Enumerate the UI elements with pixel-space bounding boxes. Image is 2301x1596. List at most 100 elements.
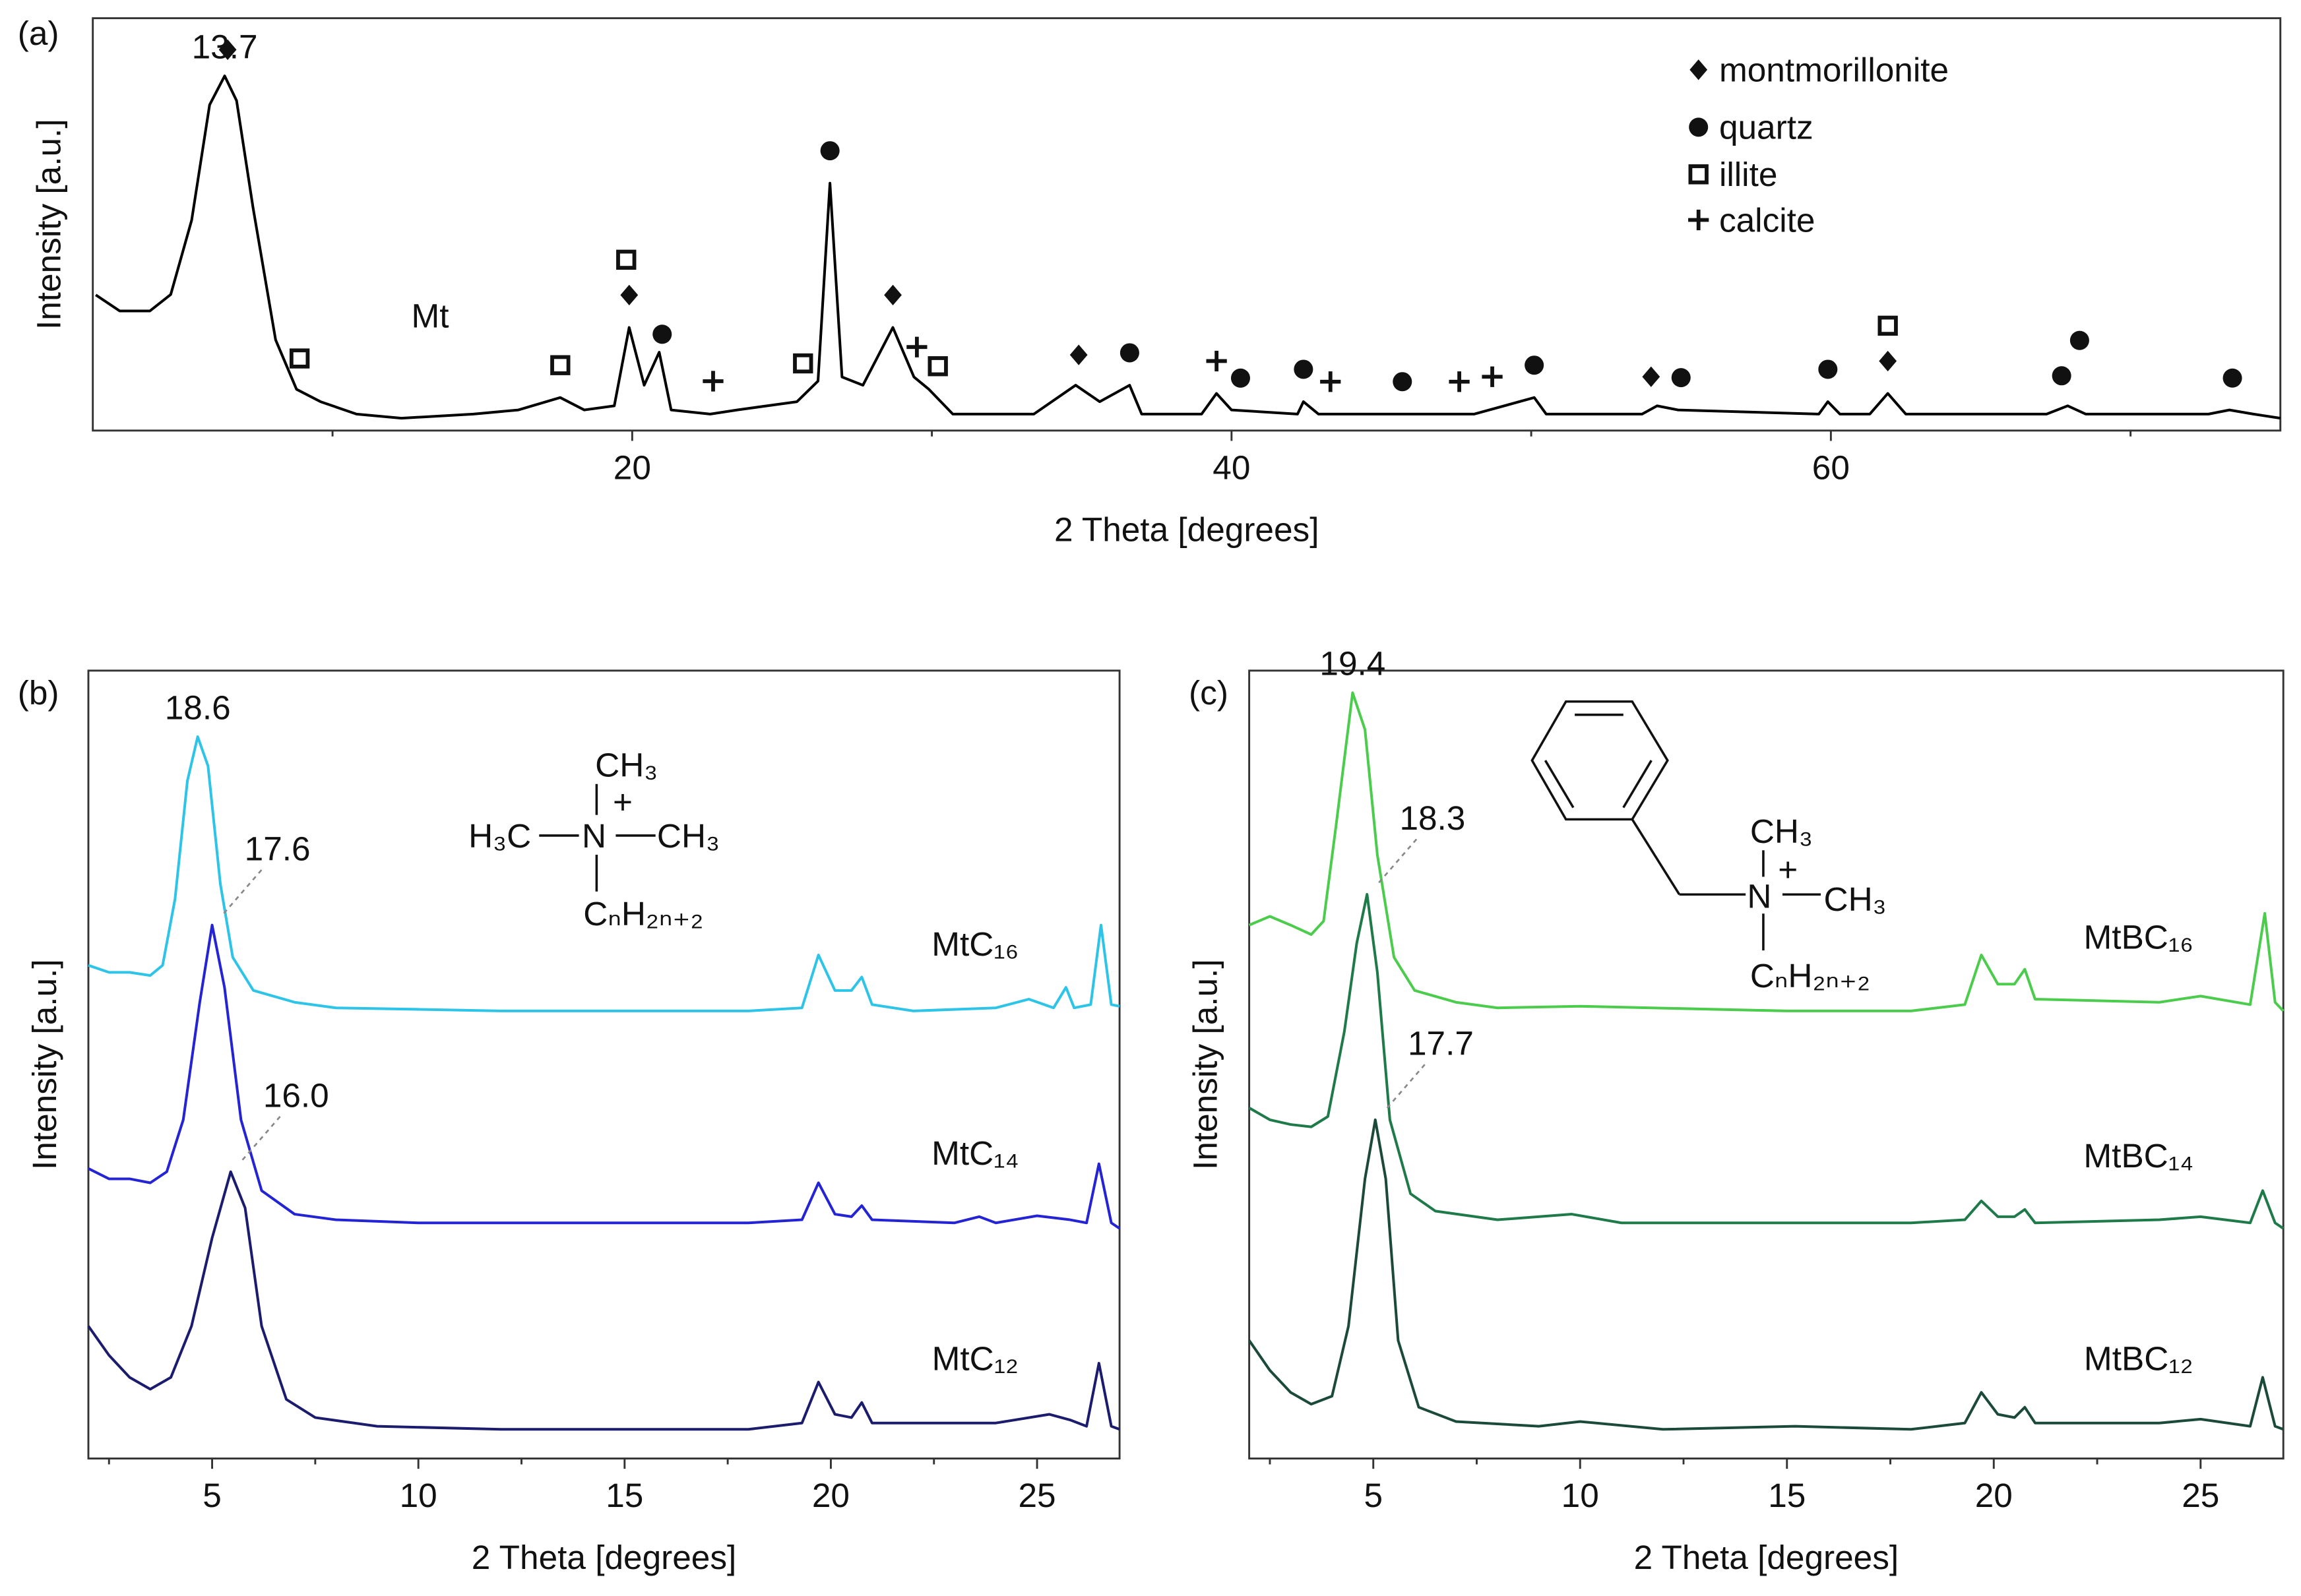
peak-leader — [223, 868, 263, 914]
phase-marker — [1320, 371, 1341, 392]
peak-leader — [1378, 838, 1418, 884]
peak-label: 16.0 — [263, 1076, 329, 1114]
x-tick-label: 60 — [1812, 449, 1850, 487]
series-label: MtC₁₂ — [932, 1339, 1019, 1377]
phase-marker — [1449, 371, 1470, 392]
y-axis-label: Intensity [a.u.] — [1186, 959, 1224, 1170]
structure-label: CₙH₂ₙ₊₂ — [583, 895, 703, 933]
structure-label: CₙH₂ₙ₊₂ — [1750, 957, 1870, 995]
series-label: MtC₁₆ — [931, 925, 1019, 963]
structure-label: CH₃ — [1750, 813, 1813, 850]
structure-label: + — [613, 783, 633, 820]
series-label: MtBC₁₂ — [2084, 1339, 2193, 1377]
legend-label: calcite — [1719, 201, 1815, 239]
phase-marker — [289, 348, 310, 369]
panel: (b) 5 10 15 20 25 2 Theta [degrees] Intensity [… — [18, 669, 1121, 1576]
pattern-line — [87, 1170, 1120, 1431]
x-axis-label: 2 Theta [degrees] — [472, 1539, 737, 1576]
structure-label: CH₃ — [595, 747, 658, 784]
phase-marker — [1393, 372, 1412, 392]
x-tick-label: 40 — [1213, 449, 1250, 487]
x-tick-label: 10 — [400, 1477, 437, 1514]
structure-label: CH₃ — [1823, 880, 1886, 918]
phase-marker — [620, 284, 639, 306]
panel-letter: (b) — [18, 674, 59, 712]
y-axis-label: Intensity [a.u.] — [30, 119, 68, 330]
phase-marker — [1642, 366, 1660, 387]
phase-marker — [1294, 359, 1313, 379]
panel-letter: (c) — [1189, 674, 1228, 712]
phase-marker — [793, 353, 813, 374]
phase-marker — [820, 141, 840, 161]
phase-marker — [928, 356, 948, 377]
phase-marker — [906, 336, 928, 357]
x-tick-label: 20 — [1975, 1477, 2013, 1514]
legend-label: illite — [1719, 156, 1777, 193]
phase-marker — [1689, 117, 1709, 137]
plot-frame — [87, 669, 1121, 1459]
pattern-line — [1248, 893, 2285, 1230]
panel: (c) 5 10 15 20 25 2 Theta [degrees] Intensity [… — [1186, 644, 2285, 1576]
phase-marker — [652, 324, 672, 344]
phase-marker — [1689, 59, 1708, 80]
plot-frame — [1248, 669, 2285, 1459]
legend-label: montmorillonite — [1719, 51, 1949, 89]
legend-label: quartz — [1719, 109, 1813, 146]
phase-marker — [1671, 368, 1691, 388]
pattern-line — [88, 923, 1121, 1230]
bond — [1631, 818, 1681, 896]
x-tick-label: 10 — [1561, 1477, 1599, 1514]
structure-label: N — [582, 817, 606, 855]
phase-marker — [1482, 366, 1503, 387]
phase-marker — [1818, 359, 1838, 379]
phase-marker — [1525, 355, 1544, 375]
x-axis-label: 2 Theta [degrees] — [1634, 1539, 1899, 1576]
bond — [1622, 760, 1653, 809]
phase-marker — [616, 249, 637, 270]
x-tick-label: 15 — [606, 1477, 643, 1514]
structure-label: + — [1778, 851, 1798, 888]
pattern-line — [1247, 1118, 2284, 1431]
peak-label: 19.4 — [1319, 644, 1385, 682]
peak-leader — [241, 1115, 282, 1161]
phase-marker — [2069, 330, 2089, 350]
benzene-ring — [1530, 700, 1669, 821]
bond — [1544, 760, 1575, 809]
phase-marker — [2052, 366, 2071, 386]
structure-label: N — [1747, 877, 1771, 915]
pattern-line — [88, 735, 1120, 1012]
series-label: Mt — [412, 297, 449, 335]
x-tick-label: 20 — [812, 1477, 850, 1514]
phase-marker — [1119, 343, 1139, 363]
phase-marker — [2222, 368, 2242, 388]
plot-frame — [92, 17, 2282, 432]
phase-marker — [1688, 209, 1709, 231]
structure-label: CH₃ — [657, 817, 720, 855]
phase-marker — [1877, 315, 1898, 336]
peak-label: 17.6 — [245, 830, 311, 867]
x-tick-label: 20 — [614, 449, 651, 487]
x-tick-label: 5 — [1364, 1477, 1383, 1514]
panel-letter: (a) — [18, 15, 59, 52]
peak-label: 18.6 — [165, 689, 231, 726]
peak-leader — [1386, 1063, 1426, 1109]
structure-label: H₃C — [468, 817, 531, 855]
x-tick-label: 5 — [203, 1477, 222, 1514]
pattern-line — [1248, 691, 2285, 1012]
phase-marker — [1069, 344, 1088, 365]
phase-marker — [1688, 164, 1709, 185]
panel: (a) 20 40 60 2 Theta [degrees] Intensity [a.u… — [18, 15, 2282, 548]
series-label: MtBC₁₆ — [2084, 919, 2193, 956]
x-axis-label: 2 Theta [degrees] — [1054, 510, 1319, 548]
x-tick-label: 15 — [1768, 1477, 1806, 1514]
phase-marker — [1230, 368, 1250, 388]
x-tick-label: 25 — [2182, 1477, 2219, 1514]
phase-marker — [703, 371, 724, 392]
phase-marker — [1206, 350, 1227, 372]
y-axis-label: Intensity [a.u.] — [26, 959, 63, 1170]
series-label: MtC₁₄ — [931, 1134, 1019, 1172]
peak-label: 17.7 — [1408, 1025, 1474, 1062]
